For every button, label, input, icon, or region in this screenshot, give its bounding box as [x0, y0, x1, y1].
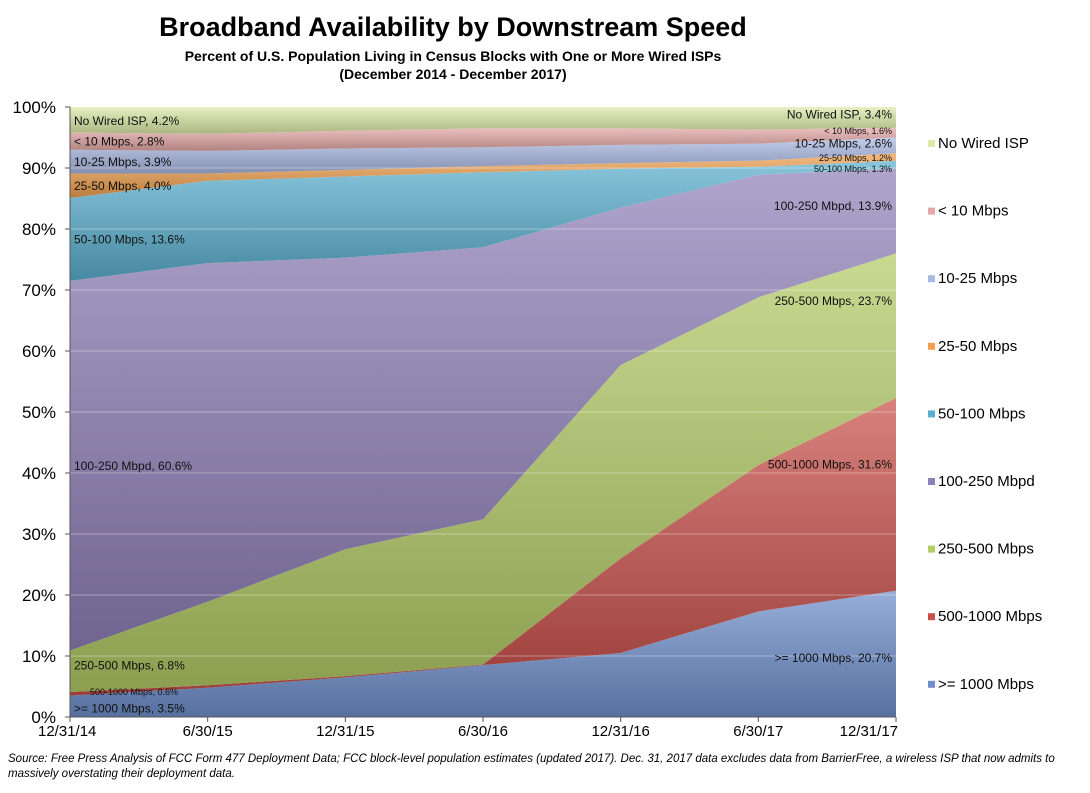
- axis-layer: 0% 10% 20% 30% 40% 50% 60% 70% 80% 90% 100% 12/31/1…: [13, 98, 898, 740]
- area-lt-10-mbps: [70, 127, 896, 151]
- legend-label: 10-25 Mbps: [938, 270, 1017, 287]
- data-label-50-100-mbps: 50-100 Mbps, 13.6%: [74, 233, 185, 247]
- y-tick-label: 50%: [22, 403, 56, 422]
- area-no-wired-isp: [70, 107, 896, 134]
- chart-date-range: (December 2014 - December 2017): [339, 66, 567, 82]
- y-tick-label: 60%: [22, 342, 56, 361]
- x-tick-label: 6/30/16: [458, 723, 508, 740]
- legend-label: No Wired ISP: [938, 135, 1029, 152]
- legend-swatch: [928, 342, 935, 350]
- area-250-500-mbps: [70, 253, 896, 692]
- legend-swatch: [928, 275, 935, 283]
- area-gte-1000-mbps: [70, 590, 896, 717]
- area-10-25-mbps: [70, 137, 896, 174]
- legend-label: 100-250 Mbpd: [938, 473, 1035, 490]
- data-label-no-wired-isp: No Wired ISP, 3.4%: [787, 108, 892, 122]
- legend-label: 50-100 Mbps: [938, 405, 1026, 422]
- area-25-50-mbps: [70, 153, 896, 198]
- data-label-10-25-mbps: 10-25 Mbps, 3.9%: [74, 155, 172, 169]
- data-label-500-1000-mbps: 500-1000 Mbps, 31.6%: [768, 458, 892, 472]
- legend-item-500-1000-mbps: 500-1000 Mbps: [928, 608, 1042, 625]
- legend-label: >= 1000 Mbps: [938, 676, 1034, 693]
- area-100-250-mbpd: [70, 168, 896, 651]
- gridline-layer: [70, 106, 896, 718]
- y-tick-label: 40%: [22, 464, 56, 483]
- data-label-gte-1000-mbps: >= 1000 Mbps, 3.5%: [74, 702, 185, 716]
- data-label-100-250-mbpd: 100-250 Mbpd, 13.9%: [774, 199, 892, 213]
- y-tick-label: 20%: [22, 586, 56, 605]
- data-label-10-25-mbps: 10-25 Mbps, 2.6%: [795, 137, 893, 151]
- x-tick-label: 6/30/17: [733, 723, 783, 740]
- chart-title: Broadband Availability by Downstream Spe…: [159, 12, 747, 42]
- x-tick-label: 12/31/16: [591, 723, 649, 740]
- y-tick-label: 100%: [13, 98, 56, 117]
- y-tick-label: 0%: [31, 708, 56, 727]
- data-label-gte-1000-mbps: >= 1000 Mbps, 20.7%: [775, 651, 893, 665]
- area-500-1000-mbps: [70, 397, 896, 696]
- data-label-250-500-mbps: 250-500 Mbps, 23.7%: [775, 294, 893, 308]
- legend-label: 250-500 Mbps: [938, 541, 1034, 558]
- legend-item-10-25-mbps: 10-25 Mbps: [928, 270, 1017, 287]
- area-layer: [70, 107, 896, 717]
- source-note: Source: Free Press Analysis of FCC Form …: [8, 753, 1055, 780]
- data-label-250-500-mbps: 250-500 Mbps, 6.8%: [74, 658, 185, 672]
- chart-subtitle: Percent of U.S. Population Living in Cen…: [184, 48, 722, 64]
- legend-swatch: [928, 545, 935, 553]
- data-label-100-250-mbpd: 100-250 Mbpd, 60.6%: [74, 459, 192, 473]
- legend-swatch: [928, 410, 935, 418]
- data-label-layer: No Wired ISP, 4.2% < 10 Mbps, 2.8% 10-25 M…: [74, 108, 892, 716]
- legend-swatch: [928, 207, 935, 215]
- legend: No Wired ISP < 10 Mbps 10-25 Mbps 25-50 Mbp…: [928, 135, 1042, 693]
- y-tick-label: 30%: [22, 525, 56, 544]
- legend-item-no-wired-isp: No Wired ISP: [928, 135, 1029, 152]
- y-tick-label: 10%: [22, 647, 56, 666]
- data-label-500-1000-mbps: 500-1000 Mbps, 0.6%: [90, 687, 178, 697]
- area-50-100-mbps: [70, 160, 896, 281]
- legend-item-100-250-mbpd: 100-250 Mbpd: [928, 473, 1035, 490]
- legend-swatch: [928, 478, 935, 485]
- legend-item-50-100-mbps: 50-100 Mbps: [928, 405, 1026, 422]
- x-tick-label: 12/31/17: [840, 723, 898, 740]
- data-label-50-100-mbps: 50-100 Mbps, 1.3%: [814, 164, 892, 174]
- y-tick-label: 70%: [22, 281, 56, 300]
- legend-swatch: [928, 140, 935, 147]
- legend-item-250-500-mbps: 250-500 Mbps: [928, 541, 1034, 558]
- data-label-25-50-mbps: 25-50 Mbps, 1.2%: [819, 153, 892, 163]
- legend-label: < 10 Mbps: [938, 203, 1008, 220]
- x-tick-label: 12/31/14: [38, 723, 96, 740]
- data-label-lt-10-mbps: < 10 Mbps, 2.8%: [74, 134, 165, 148]
- y-tick-label: 90%: [22, 159, 56, 178]
- legend-label: 25-50 Mbps: [938, 338, 1017, 355]
- x-tick-label: 12/31/15: [316, 723, 374, 740]
- x-tick-label: 6/30/15: [183, 723, 233, 740]
- data-label-lt-10-mbps: < 10 Mbps, 1.6%: [824, 126, 892, 136]
- legend-item-gte-1000-mbps: >= 1000 Mbps: [928, 676, 1034, 693]
- legend-label: 500-1000 Mbps: [938, 608, 1042, 625]
- data-label-no-wired-isp: No Wired ISP, 4.2%: [74, 114, 179, 128]
- data-label-25-50-mbps: 25-50 Mbps, 4.0%: [74, 179, 172, 193]
- y-tick-label: 80%: [22, 220, 56, 239]
- legend-swatch: [928, 680, 935, 688]
- legend-item-25-50-mbps: 25-50 Mbps: [928, 338, 1017, 355]
- legend-swatch: [928, 613, 935, 621]
- legend-item-lt-10-mbps: < 10 Mbps: [928, 203, 1008, 220]
